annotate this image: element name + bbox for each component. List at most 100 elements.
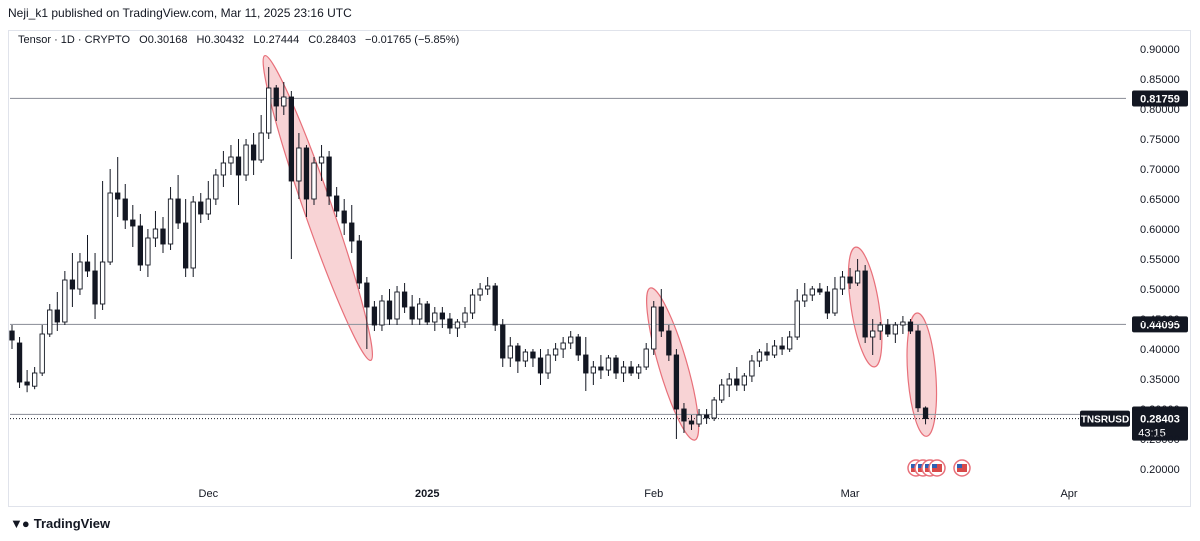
candle-body xyxy=(454,321,461,329)
candle-body xyxy=(515,345,521,362)
candle-body xyxy=(288,96,294,182)
candle-body xyxy=(99,261,106,305)
candle-body xyxy=(115,192,121,200)
y-tick-label: 0.30000 xyxy=(1140,404,1180,416)
candle-body xyxy=(492,285,498,326)
candle-body xyxy=(62,279,68,323)
symbol-label[interactable]: Tensor · 1D · CRYPTO xyxy=(18,34,131,46)
us-flag-icon-canton xyxy=(957,464,962,468)
candle-body xyxy=(485,285,491,290)
highlight-ellipses xyxy=(262,54,938,441)
symbol-tag-label: TNSRUSD xyxy=(1081,415,1129,426)
candle-body xyxy=(741,375,748,386)
tradingview-footer[interactable]: ▼● TradingView xyxy=(10,516,110,531)
candle-body xyxy=(107,192,113,263)
y-tick-label: 0.20000 xyxy=(1140,464,1180,476)
candle-body xyxy=(530,351,536,359)
y-tick-label: 0.75000 xyxy=(1140,134,1180,146)
y-tick-label: 0.65000 xyxy=(1140,194,1180,206)
candle-body xyxy=(130,219,136,227)
candle-body xyxy=(734,378,740,386)
change-value: −0.01765 (−5.85%) xyxy=(365,34,460,46)
candle-body xyxy=(628,366,634,374)
low-value: L0.27444 xyxy=(253,34,300,46)
candle-body xyxy=(862,270,868,338)
us-flag-icon-canton xyxy=(911,464,916,468)
ohlc-legend: Tensor · 1D · CRYPTO O0.30168 H0.30432 L… xyxy=(18,34,465,46)
candle-body xyxy=(787,336,793,350)
candle-body xyxy=(424,303,430,323)
candle-body xyxy=(394,291,400,320)
candle-body xyxy=(537,357,544,374)
candle-body xyxy=(349,222,355,242)
y-tick-label: 0.40000 xyxy=(1140,344,1180,356)
candle-body xyxy=(379,300,385,326)
candle-body xyxy=(620,366,627,374)
candle-body xyxy=(9,330,15,341)
candle-body xyxy=(756,351,763,362)
highlight-ellipse-4 xyxy=(906,312,938,437)
y-tick-label: 0.35000 xyxy=(1140,374,1180,386)
candle-body xyxy=(847,276,853,284)
candle-body xyxy=(303,147,310,200)
candle-body xyxy=(213,174,219,200)
candle-body xyxy=(915,330,921,409)
candle-body xyxy=(447,318,453,329)
y-tick-label: 0.50000 xyxy=(1140,284,1180,296)
price-axis: 0.90000 0.85000 0.80000 0.75000 0.70000 0.650… xyxy=(1140,44,1180,476)
candle-body xyxy=(220,162,227,176)
candle-body xyxy=(749,360,755,377)
candle-body xyxy=(160,228,166,245)
candle-body xyxy=(688,420,695,425)
open-value: O0.30168 xyxy=(139,34,188,46)
candle-body xyxy=(907,321,914,332)
candle-body xyxy=(839,276,846,290)
candle-body xyxy=(24,381,30,386)
candle-body xyxy=(583,354,589,374)
candle-body xyxy=(922,407,929,420)
candle-body xyxy=(469,294,476,314)
candle-body xyxy=(605,357,612,371)
current-price-tag xyxy=(1132,410,1188,441)
candle-body xyxy=(205,198,211,215)
candle-body xyxy=(824,291,831,314)
time-axis: Dec 2025 Feb Mar Apr xyxy=(199,488,1078,500)
level-label-2: 0.44095 xyxy=(1140,319,1180,331)
candle-body xyxy=(636,366,642,374)
candle-body xyxy=(258,132,264,161)
candle-body xyxy=(326,156,332,197)
candle-body xyxy=(802,294,808,302)
candle-body xyxy=(39,333,45,374)
candle-body xyxy=(771,345,778,356)
brand-name: TradingView xyxy=(33,516,111,531)
candle-body xyxy=(870,330,876,338)
candle-body xyxy=(417,303,423,320)
x-tick-label: Dec xyxy=(199,488,219,500)
candle-body xyxy=(560,342,566,350)
candle-body xyxy=(54,309,60,323)
candle-body xyxy=(167,198,174,245)
candle-body xyxy=(900,321,906,326)
candle-body xyxy=(703,414,710,419)
candle-body xyxy=(137,225,143,266)
candle-body xyxy=(643,348,649,368)
candles xyxy=(9,67,929,439)
countdown-label: 43:15 xyxy=(1138,428,1166,440)
y-tick-label: 0.80000 xyxy=(1140,104,1180,116)
candle-body xyxy=(673,354,680,410)
candle-body xyxy=(266,87,272,134)
candle-body xyxy=(175,198,181,224)
x-tick-label: 2025 xyxy=(415,488,439,500)
candle-body xyxy=(409,306,415,320)
candle-body xyxy=(552,348,559,356)
x-tick-label: Apr xyxy=(1060,488,1077,500)
candle-body xyxy=(364,282,370,308)
candle-body xyxy=(711,399,717,419)
candle-body xyxy=(719,384,725,401)
candle-body xyxy=(281,96,287,107)
candle-body xyxy=(817,288,823,293)
candle-body xyxy=(590,366,597,374)
candle-body xyxy=(794,300,800,338)
y-tick-label: 0.25000 xyxy=(1140,434,1180,446)
